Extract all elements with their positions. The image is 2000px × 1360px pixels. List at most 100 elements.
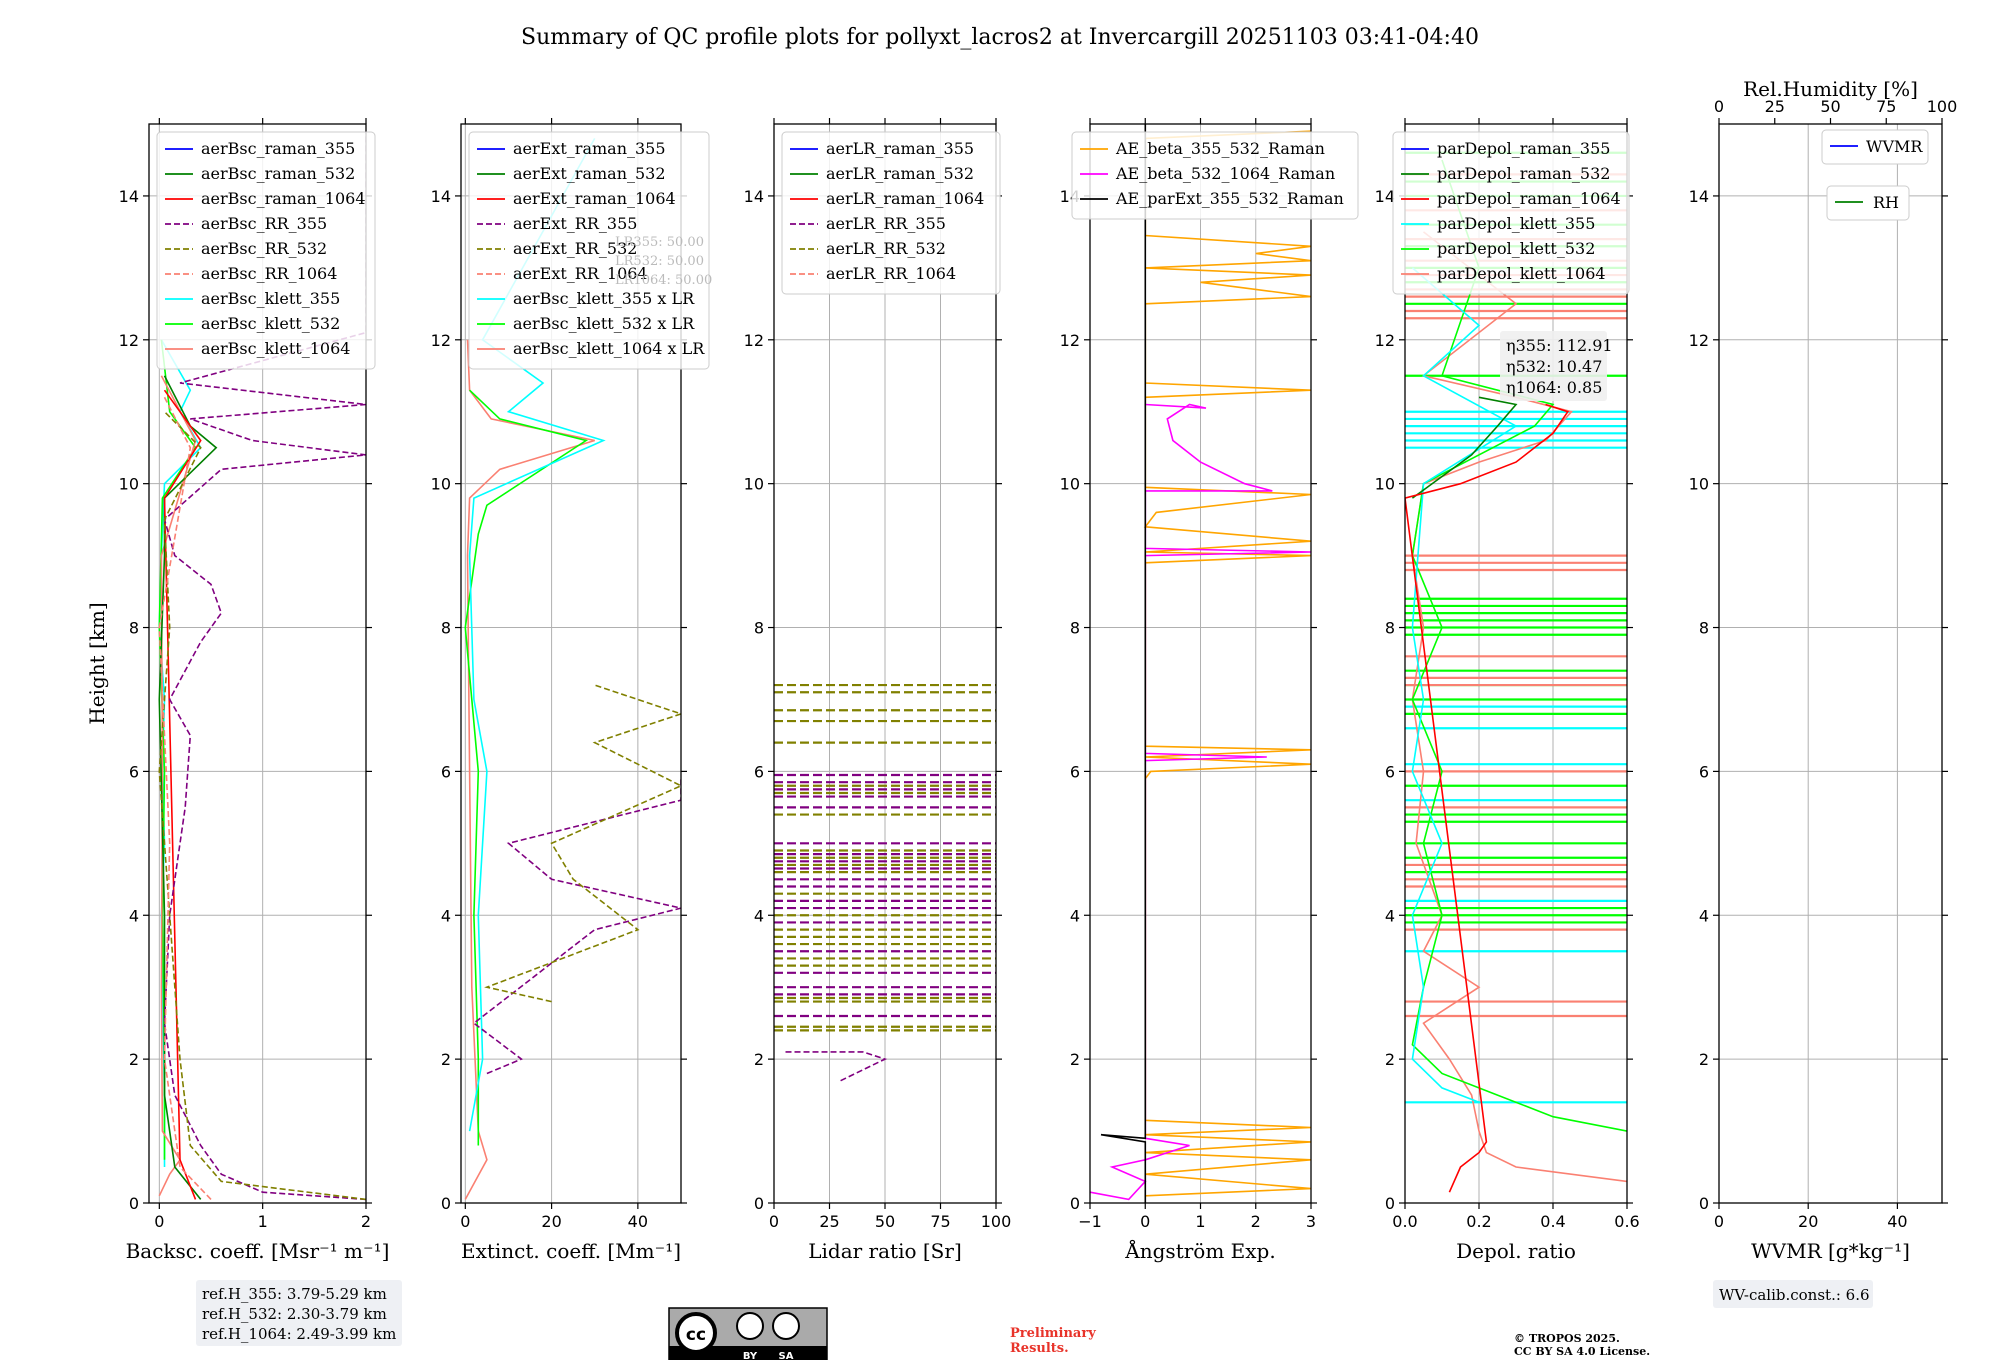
rh-tick-label: 50	[1820, 97, 1840, 116]
legend-label: aerExt_raman_1064	[513, 189, 676, 208]
series-parDepol_raman_532	[1411, 396, 1518, 499]
copyright-line2: CC BY SA 4.0 License.	[1514, 1345, 1650, 1358]
x-tick-label: 75	[930, 1212, 950, 1231]
panel-frame	[1718, 123, 1943, 1204]
cc-icon	[675, 1312, 717, 1354]
legend-label: parDepol_raman_532	[1437, 164, 1610, 183]
legend-label: aerExt_RR_1064	[513, 264, 648, 283]
legend-label: aerBsc_raman_355	[201, 139, 355, 158]
wv-calib-box	[1713, 1280, 1873, 1308]
legend-label: parDepol_klett_1064	[1437, 264, 1606, 283]
y-tick-label: 10	[1375, 475, 1395, 494]
y-tick-label: 6	[1070, 762, 1080, 781]
y-tick-label: 12	[431, 331, 451, 350]
y-tick-label: 8	[1070, 619, 1080, 638]
lr-label: LR355: 50.00	[615, 235, 704, 250]
eta-label: η1064: 0.85	[1506, 378, 1602, 397]
series-aerLR_RR_355	[785, 1051, 888, 1082]
x-tick-label: 0.0	[1392, 1212, 1417, 1231]
legend-label: parDepol_raman_355	[1437, 139, 1610, 158]
panel-frame	[1404, 123, 1628, 1204]
legend-label: aerBsc_raman_532	[201, 164, 355, 183]
panel-grid	[1718, 124, 1942, 1204]
preliminary-note-line2: Results.	[1010, 1341, 1069, 1356]
y-tick-label: 10	[431, 475, 451, 494]
x-tick-label: 0.6	[1614, 1212, 1639, 1231]
y-tick-label: 8	[1699, 619, 1709, 638]
refheight-label: ref.H_355: 3.79-5.29 km	[202, 1285, 387, 1303]
refheight-label: ref.H_532: 2.30-3.79 km	[202, 1305, 387, 1323]
cc-badge-cc: cc	[686, 1325, 706, 1345]
cc-license-badge: cc BY SA	[668, 1307, 828, 1360]
series-aerBsc_raman_532	[158, 375, 218, 1200]
legend-label: aerLR_RR_532	[826, 239, 946, 258]
series-AE_beta_532_1064_Raman	[1090, 403, 1311, 1201]
y-tick-label: 6	[441, 762, 451, 781]
x-axis-label: Extinct. coeff. [Mm⁻¹]	[461, 1239, 681, 1263]
y-tick-label: 12	[1375, 331, 1395, 350]
rh-tick-label: 25	[1765, 97, 1785, 116]
panel-frame	[148, 123, 367, 1204]
legend-label: aerBsc_klett_1064	[201, 339, 350, 358]
refheight-box	[196, 1280, 402, 1346]
legend-box-rh	[1826, 185, 1910, 221]
y-tick-label: 2	[754, 1050, 764, 1069]
y-tick-label: 2	[1385, 1050, 1395, 1069]
legend-box	[1071, 131, 1359, 220]
x-tick-label: 0	[1714, 1212, 1724, 1231]
y-tick-label: 14	[119, 187, 139, 206]
y-tick-label: 14	[1375, 187, 1395, 206]
legend-box-wvmr	[1821, 129, 1929, 165]
legend-label: aerLR_raman_355	[826, 139, 974, 158]
legend-label: aerLR_raman_1064	[826, 189, 984, 208]
legend-label: aerExt_RR_532	[513, 239, 637, 258]
y-tick-label: 4	[129, 906, 139, 925]
series-aerBsc_RR_355	[163, 131, 366, 1201]
x-axis-label: WVMR [g*kg⁻¹]	[1751, 1239, 1910, 1263]
legend-label: parDepol_raman_1064	[1437, 189, 1621, 208]
panel-lr: 0 2 4 6 8 10 12 14 0 25 50 75 100 Lidar ratio [Sr] aer…	[744, 118, 1012, 1263]
y-tick-label: 10	[1689, 475, 1709, 494]
y-tick-label: 12	[744, 331, 764, 350]
legend-label: AE_beta_355_532_Raman	[1115, 139, 1325, 158]
y-tick-label: 4	[1699, 906, 1709, 925]
legend-label: aerBsc_klett_532	[201, 314, 340, 333]
y-tick-label: 14	[744, 187, 764, 206]
x-tick-label: 40	[1887, 1212, 1907, 1231]
legend-label: aerLR_RR_355	[826, 214, 946, 233]
x-tick-label: 100	[981, 1212, 1012, 1231]
panel-plot-area	[464, 138, 681, 1200]
rh-axis-label: Rel.Humidity [%]	[1743, 77, 1918, 101]
legend-label: aerExt_raman_355	[513, 139, 666, 158]
y-tick-label: 2	[129, 1050, 139, 1069]
x-tick-label: 0	[460, 1212, 470, 1231]
y-axis-label: Height [km]	[85, 602, 109, 724]
x-tick-label: −1	[1078, 1212, 1102, 1231]
panel-grid	[1089, 124, 1312, 1204]
x-tick-label: 2	[361, 1212, 371, 1231]
series-AE_parExt_355_532_Raman	[1100, 124, 1147, 1203]
y-tick-label: 0	[441, 1194, 451, 1213]
legend-label: AE_parExt_355_532_Raman	[1115, 189, 1344, 208]
panel-plot-area	[158, 131, 366, 1201]
legend-label: parDepol_klett_355	[1437, 214, 1595, 233]
legend-label: aerBsc_klett_355 x LR	[513, 289, 695, 308]
eta-box	[1500, 331, 1607, 401]
legend-label: aerBsc_klett_532 x LR	[513, 314, 695, 333]
series-parDepol_raman_1064	[1405, 403, 1570, 1193]
preliminary-note-line1: Preliminary	[1010, 1326, 1096, 1341]
x-tick-label: 50	[875, 1212, 895, 1231]
rh-tick-label: 0	[1714, 97, 1724, 116]
legend-label: aerExt_raman_532	[513, 164, 666, 183]
copyright-line1: © TROPOS 2025.	[1514, 1332, 1620, 1345]
legend-label: aerLR_raman_532	[826, 164, 974, 183]
sa-share-icon	[772, 1312, 800, 1340]
y-tick-label: 8	[129, 619, 139, 638]
series-aerExt_RR_355	[472, 778, 681, 1075]
x-tick-label: 1	[258, 1212, 268, 1231]
x-tick-label: 2	[1251, 1212, 1261, 1231]
x-axis-label: Depol. ratio	[1456, 1239, 1576, 1263]
legend-label-rh: RH	[1873, 193, 1899, 212]
